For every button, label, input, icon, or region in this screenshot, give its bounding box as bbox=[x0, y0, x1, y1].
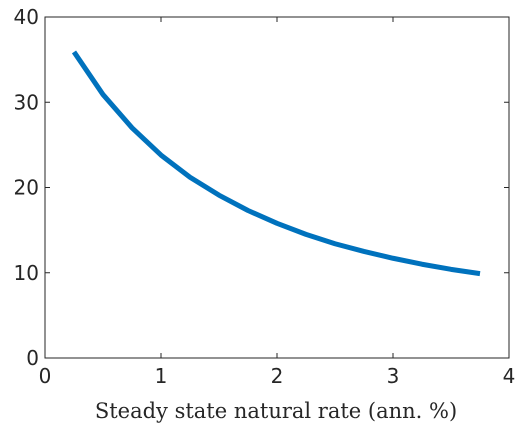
x-tick-label: 3 bbox=[387, 364, 400, 388]
x-tick-label: 2 bbox=[271, 364, 284, 388]
x-tick-label: 1 bbox=[155, 364, 168, 388]
x-axis-ticks bbox=[44, 17, 510, 358]
y-tick-label: 0 bbox=[26, 346, 39, 370]
series-line-0 bbox=[71, 50, 481, 277]
y-tick-label: 30 bbox=[14, 90, 39, 114]
y-tick-label: 10 bbox=[14, 261, 39, 285]
x-axis-tick-labels: 0 1 2 3 4 bbox=[39, 364, 515, 388]
x-tick-label: 4 bbox=[503, 364, 515, 388]
series-layer bbox=[71, 50, 481, 277]
x-axis-label: Steady state natural rate (ann. %) bbox=[95, 399, 457, 423]
y-axis-tick-labels: 0 10 20 30 40 bbox=[14, 5, 39, 370]
y-tick-label: 20 bbox=[14, 176, 39, 200]
y-axis-ticks bbox=[45, 16, 509, 359]
y-tick-label: 40 bbox=[14, 5, 39, 29]
x-tick-label: 0 bbox=[39, 364, 52, 388]
